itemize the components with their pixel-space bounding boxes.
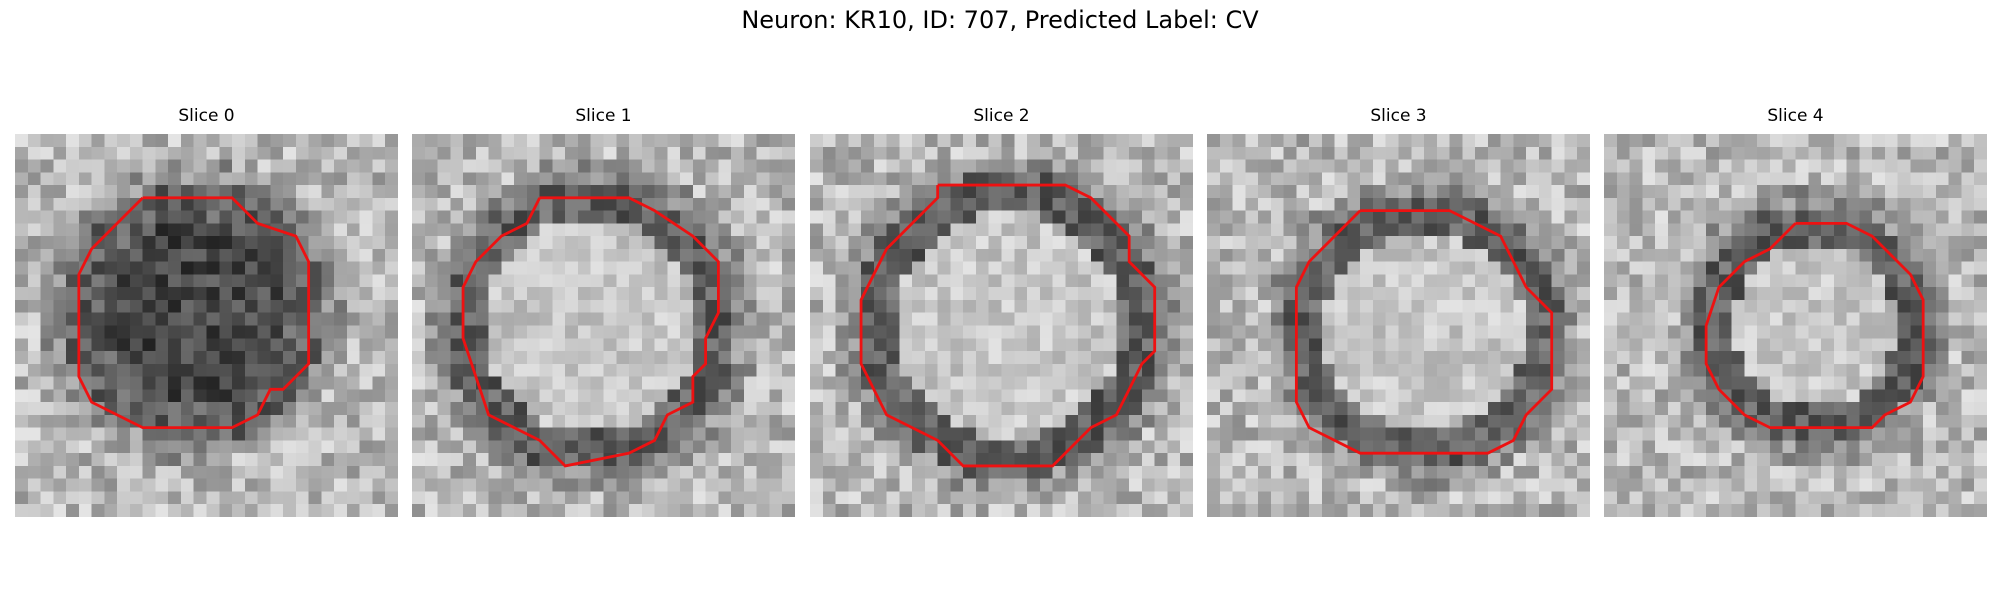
slice-image-1-svg [412,134,795,517]
slice-3-pixels [1207,134,1590,517]
slice-3-contour [1294,209,1554,455]
slice-4-contour [1704,221,1925,430]
slice-1-pixels [412,134,795,517]
slice-panel-4: Slice 4 [1604,106,1987,520]
figure-title: Neuron: KR10, ID: 707, Predicted Label: … [741,6,1259,34]
slice-2-contour [859,183,1157,468]
slice-image-2-svg [810,134,1193,517]
slice-title-4: Slice 4 [1767,106,1824,126]
slice-image-1 [412,134,795,517]
slice-image-3-svg [1207,134,1590,517]
slice-title-2: Slice 2 [973,106,1030,126]
slice-image-4 [1604,134,1987,517]
slice-0-contour [77,196,311,430]
slice-title-0: Slice 0 [178,106,235,126]
slice-panel-0: Slice 0 [15,106,398,520]
slice-title-1: Slice 1 [575,106,632,126]
slice-panel-2: Slice 2 [810,106,1193,520]
slice-image-0-svg [15,134,398,517]
slice-image-0 [15,134,398,517]
slice-image-3 [1207,134,1590,517]
slice-0-pixels [15,134,398,517]
slice-panel-3: Slice 3 [1207,106,1590,520]
slice-2-pixels [810,134,1193,517]
slice-1-contour [461,196,720,468]
slice-panel-1: Slice 1 [412,106,795,520]
slice-image-2 [810,134,1193,517]
slice-title-3: Slice 3 [1370,106,1427,126]
slice-4-pixels [1604,134,1987,517]
slice-image-4-svg [1604,134,1987,517]
